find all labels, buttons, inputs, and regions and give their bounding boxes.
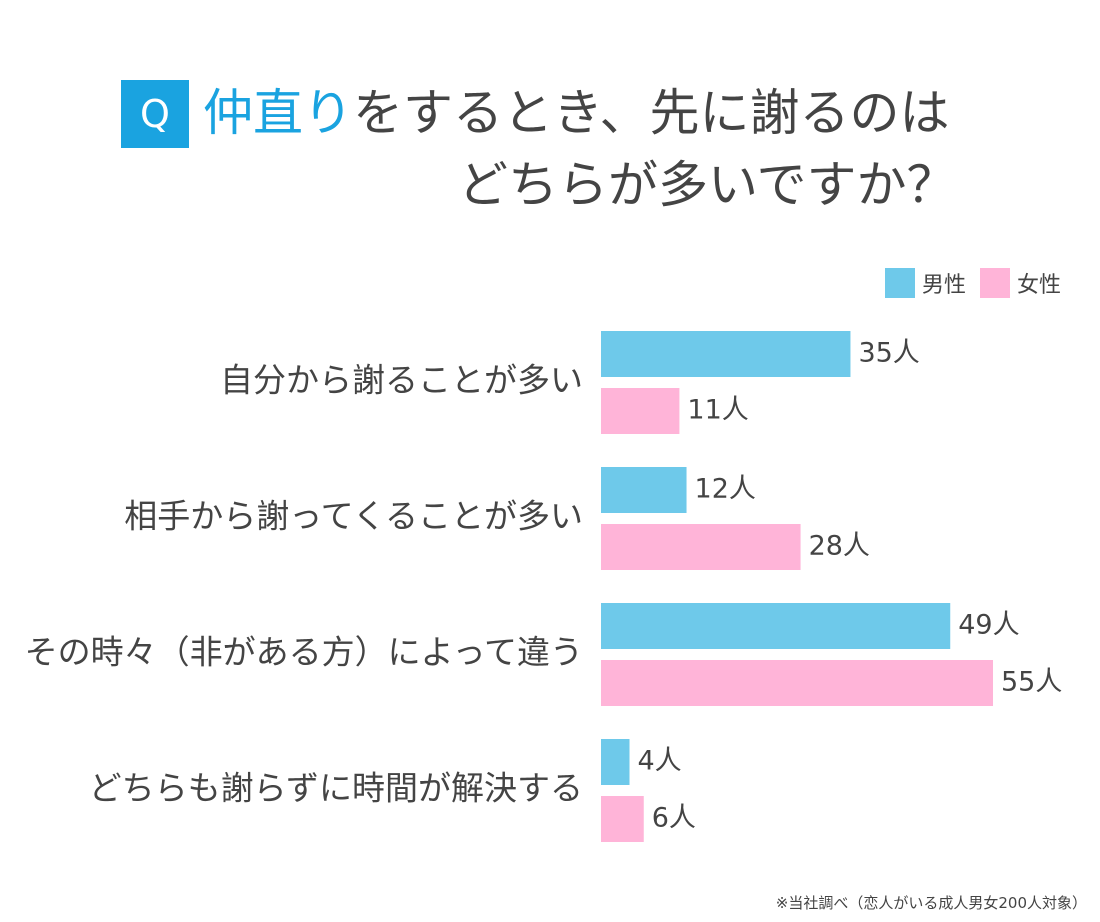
bar-male: [601, 603, 951, 649]
category-label: その時々（非がある方）によって違う: [25, 633, 583, 672]
bar-female: [601, 388, 680, 434]
bar-female: [601, 524, 801, 570]
chart-title-rest: をするとき、先に謝るのは: [353, 84, 950, 142]
data-label: 12人: [695, 474, 756, 505]
chart-title-line2: どちらが多いですか？: [458, 156, 957, 214]
data-label: 49人: [958, 610, 1019, 641]
footnote: ※当社調べ（恋人がいる成人男女200人対象）: [775, 894, 1087, 912]
data-label: 11人: [687, 395, 748, 426]
data-label: 28人: [809, 531, 870, 562]
bar-male: [601, 739, 630, 785]
data-label: 55人: [1001, 667, 1062, 698]
bar-female: [601, 660, 993, 706]
legend-swatch-female: [980, 268, 1010, 298]
category-label: どちらも謝らずに時間が解決する: [89, 769, 583, 808]
chart-title-accent: 仲直り: [203, 84, 353, 142]
data-label: 35人: [858, 338, 919, 369]
category-label: 自分から謝ることが多い: [220, 361, 583, 400]
bar-male: [601, 467, 687, 513]
legend-item-female: 女性: [980, 268, 1061, 298]
chart-title-line1: 仲直りをするとき、先に謝るのは: [203, 83, 950, 143]
legend-label-male: 男性: [922, 273, 967, 298]
category-label: 相手から謝ってくることが多い: [124, 497, 583, 536]
bar-male: [601, 331, 851, 377]
legend-label-female: 女性: [1017, 273, 1062, 298]
question-badge: Q: [121, 80, 189, 148]
data-label: 4人: [638, 746, 682, 777]
legend-swatch-male: [885, 268, 915, 298]
data-label: 6人: [652, 803, 696, 834]
legend-item-male: 男性: [885, 268, 966, 298]
bar-female: [601, 796, 644, 842]
